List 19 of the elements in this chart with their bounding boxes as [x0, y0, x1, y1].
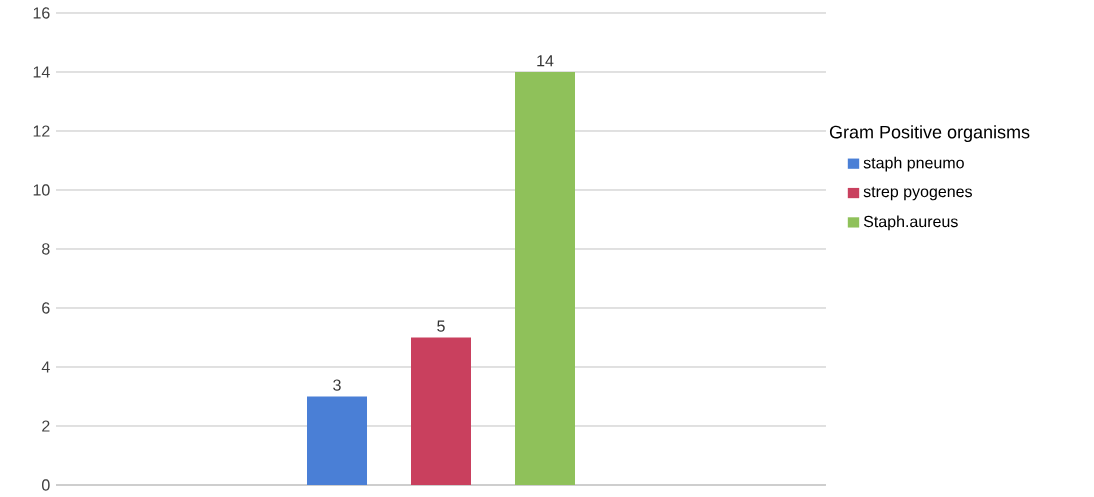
legend-label: Staph.aureus: [863, 215, 958, 231]
data-label: 5: [437, 320, 445, 332]
legend-title: Gram Positive organisms: [829, 125, 1030, 143]
bar: [307, 396, 367, 485]
y-tick-label: 0: [42, 479, 50, 491]
legend-label: staph pneumo: [863, 156, 964, 172]
y-tick-label: 8: [42, 243, 50, 255]
bar: [411, 337, 471, 485]
y-tick-label: 2: [42, 420, 50, 432]
y-tick-label: 16: [33, 7, 50, 19]
legend-label: strep pyogenes: [863, 186, 972, 201]
y-tick-label: 14: [33, 66, 50, 78]
bar: [515, 71, 575, 485]
y-tick-label: 4: [41, 361, 50, 373]
data-label: 3: [333, 379, 341, 391]
y-tick-label: 10: [33, 184, 50, 196]
y-tick-label: 6: [42, 302, 50, 314]
data-label: 14: [537, 55, 554, 67]
y-tick-label: 12: [33, 125, 50, 137]
